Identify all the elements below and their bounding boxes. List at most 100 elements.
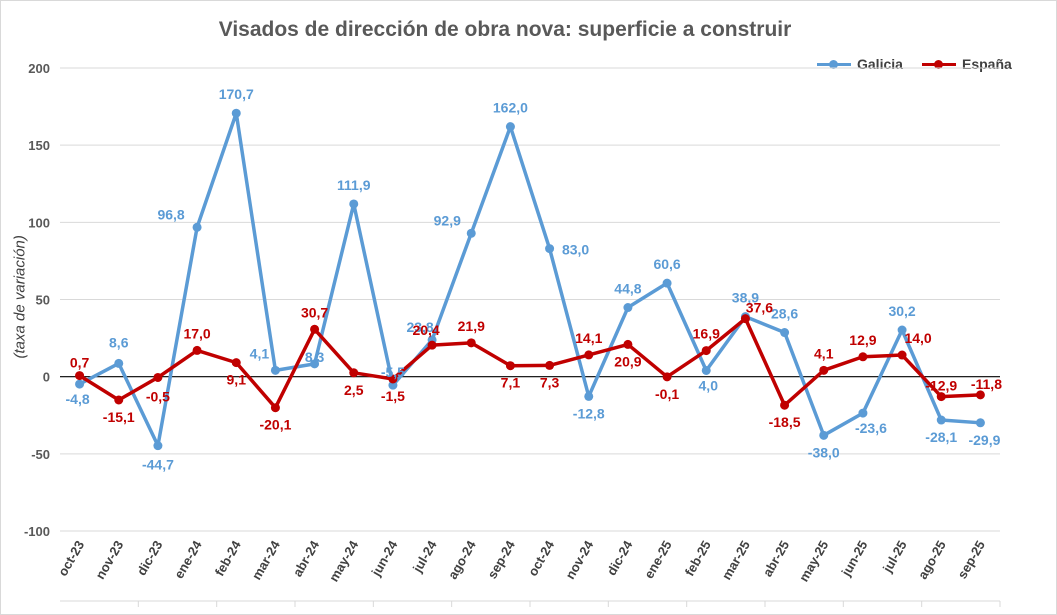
data-label-espa-a: 7,1: [501, 375, 521, 391]
x-tick-label: oct-24: [525, 537, 558, 578]
legend-swatch-espana: [922, 59, 956, 69]
data-label-espa-a: 20,9: [614, 353, 641, 369]
data-label-galicia: 8,3: [305, 349, 325, 365]
data-point-espa-a: [270, 403, 280, 413]
x-tick-label: feb-25: [682, 538, 714, 579]
data-label-espa-a: 2,5: [344, 382, 364, 398]
x-tick-label: may-25: [796, 538, 831, 584]
data-point-galicia: [975, 418, 985, 428]
data-point-galicia: [505, 122, 515, 132]
data-point-espa-a: [584, 350, 594, 360]
data-point-galicia: [231, 108, 241, 118]
data-point-espa-a: [740, 314, 750, 324]
data-label-galicia: -4,8: [66, 391, 90, 407]
data-point-galicia: [897, 325, 907, 335]
data-label-espa-a: 4,1: [814, 345, 834, 361]
data-label-galicia: -23,6: [855, 420, 887, 436]
data-point-espa-a: [114, 395, 124, 405]
data-label-galicia: -38,0: [808, 444, 840, 460]
data-label-espa-a: -15,1: [103, 409, 135, 425]
data-point-galicia: [623, 303, 633, 313]
x-tick-label: jul-24: [409, 537, 440, 575]
y-tick-label: 50: [36, 293, 50, 308]
data-label-galicia: 111,9: [337, 177, 371, 193]
series-line-espa-a: [78, 316, 981, 410]
data-point-galicia: [153, 441, 163, 451]
data-point-espa-a: [975, 390, 985, 400]
data-point-galicia: [270, 365, 280, 375]
data-point-galicia: [114, 358, 124, 368]
data-label-galicia: -12,8: [573, 405, 605, 421]
x-tick-label: ene-25: [641, 538, 675, 581]
data-label-espa-a: 30,7: [301, 304, 328, 320]
series-line-galicia: [78, 111, 981, 448]
data-point-espa-a: [388, 374, 398, 384]
data-point-galicia: [349, 199, 359, 209]
chart-title: Visados de dirección de obra nova: super…: [218, 18, 792, 41]
x-tick-label: ago-25: [915, 538, 949, 582]
data-point-espa-a: [545, 360, 555, 370]
data-point-galicia: [780, 328, 790, 338]
data-label-espa-a: -1,5: [381, 388, 405, 404]
data-label-galicia: -28,1: [925, 429, 957, 445]
y-tick-label: -50: [31, 447, 50, 462]
x-tick-label: abr-24: [290, 537, 323, 579]
data-point-galicia: [858, 408, 868, 418]
y-tick-label: 100: [28, 215, 50, 230]
x-tick-label: ago-24: [445, 537, 479, 581]
data-point-galicia: [310, 359, 320, 369]
x-tick-label: sep-24: [484, 537, 518, 581]
data-label-galicia: 28,6: [771, 306, 798, 322]
data-label-galicia: 30,2: [888, 303, 915, 319]
data-point-galicia: [584, 391, 594, 401]
data-label-galicia: -44,7: [142, 457, 174, 473]
x-tick-label: dic-24: [604, 537, 636, 578]
data-label-espa-a: -20,1: [259, 417, 291, 433]
data-point-espa-a: [466, 338, 476, 348]
data-point-espa-a: [505, 361, 515, 371]
x-tick-label: dic-23: [134, 538, 166, 578]
data-point-galicia: [819, 430, 829, 440]
data-point-galicia: [192, 222, 202, 232]
data-label-galicia: -29,9: [968, 432, 1000, 448]
data-point-espa-a: [701, 346, 711, 356]
x-tick-label: sep-25: [954, 538, 988, 581]
x-tick-label: may-24: [326, 537, 362, 584]
data-point-espa-a: [936, 392, 946, 402]
y-tick-label: 0: [43, 370, 50, 385]
data-point-espa-a: [231, 358, 241, 368]
data-label-galicia: 4,1: [250, 345, 270, 361]
data-label-espa-a: 0,7: [70, 355, 90, 371]
data-label-galicia: 38,9: [732, 290, 759, 306]
data-label-espa-a: 21,9: [458, 318, 485, 334]
legend-swatch-galicia: [817, 59, 851, 69]
y-tick-label: 200: [28, 61, 50, 76]
y-tick-label: -100: [24, 524, 50, 539]
data-label-espa-a: -18,5: [769, 414, 801, 430]
x-tick-label: oct-23: [55, 538, 87, 579]
data-label-galicia: 44,8: [614, 281, 641, 297]
data-label-galicia: 8,6: [109, 334, 129, 350]
data-label-galicia: -5,5: [381, 364, 405, 380]
data-point-espa-a: [780, 400, 790, 410]
data-point-espa-a: [819, 365, 829, 375]
data-label-espa-a: 37,6: [746, 300, 773, 316]
data-label-galicia: 162,0: [493, 100, 528, 116]
data-label-galicia: 60,6: [653, 256, 680, 272]
data-label-espa-a: 14,0: [904, 330, 931, 346]
x-tick-label: abr-25: [760, 538, 793, 579]
data-label-espa-a: 20,4: [412, 322, 439, 338]
data-label-galicia: 96,8: [157, 206, 184, 222]
data-label-galicia: 170,7: [219, 86, 254, 102]
data-point-galicia: [662, 278, 672, 288]
data-point-espa-a: [153, 372, 163, 382]
data-label-espa-a: 16,9: [693, 326, 720, 342]
data-label-galicia: 83,0: [562, 242, 589, 258]
data-label-galicia: 92,9: [434, 212, 461, 228]
data-label-galicia: 23,8: [406, 319, 433, 335]
x-tick-label: nov-24: [562, 537, 596, 581]
data-point-espa-a: [858, 352, 868, 362]
data-point-espa-a: [192, 345, 202, 355]
data-label-espa-a: 7,3: [540, 374, 560, 390]
